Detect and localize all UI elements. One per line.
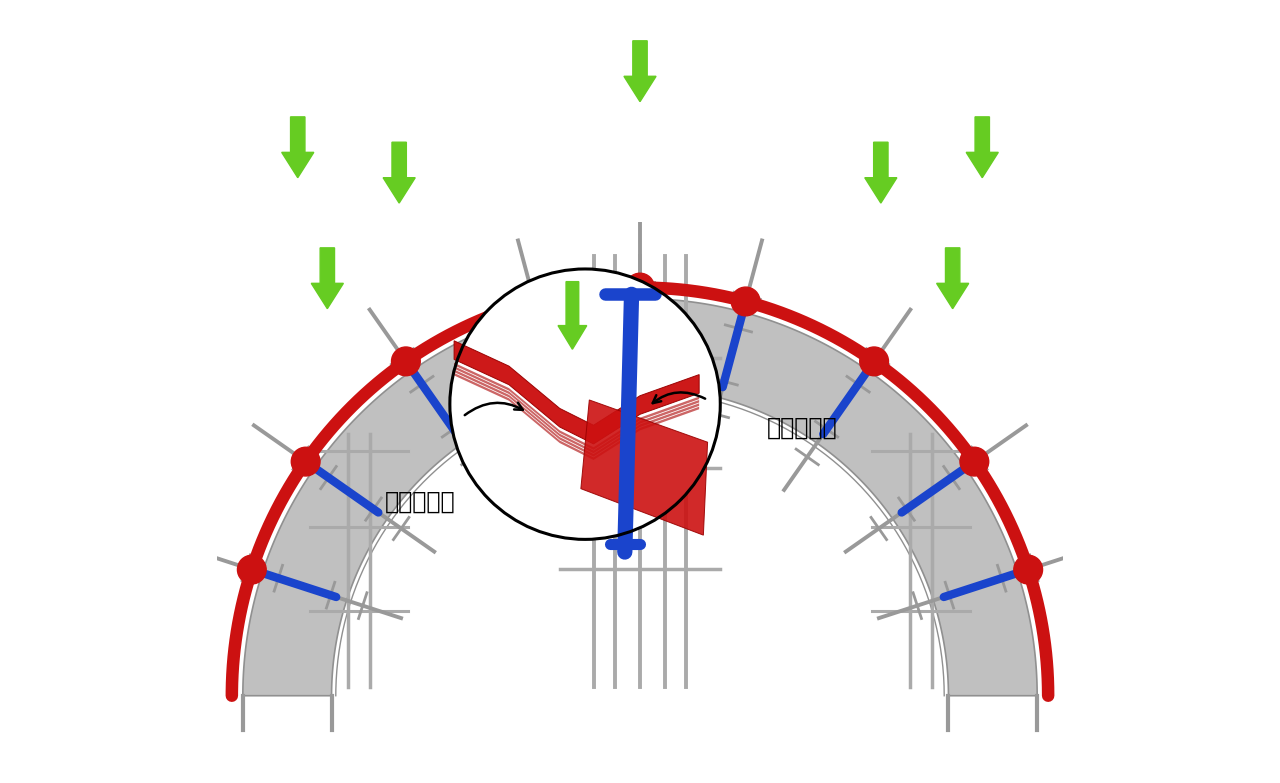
Polygon shape xyxy=(454,363,699,449)
Text: 押し下げ部: 押し下げ部 xyxy=(385,489,456,514)
Text: 防水シート: 防水シート xyxy=(767,416,837,440)
Polygon shape xyxy=(454,370,699,456)
Circle shape xyxy=(520,287,549,316)
Circle shape xyxy=(960,447,988,476)
Polygon shape xyxy=(454,341,699,444)
Circle shape xyxy=(626,273,654,302)
Circle shape xyxy=(860,347,888,376)
Polygon shape xyxy=(454,373,699,460)
Polygon shape xyxy=(243,298,1037,696)
FancyArrow shape xyxy=(558,282,586,349)
Circle shape xyxy=(1014,555,1042,584)
Circle shape xyxy=(238,555,266,584)
Polygon shape xyxy=(454,366,699,453)
Circle shape xyxy=(292,447,320,476)
FancyArrow shape xyxy=(865,143,897,203)
FancyArrow shape xyxy=(966,117,998,178)
FancyArrowPatch shape xyxy=(653,392,705,403)
FancyArrow shape xyxy=(282,117,314,178)
Polygon shape xyxy=(581,400,708,535)
FancyArrow shape xyxy=(311,248,343,309)
FancyArrow shape xyxy=(623,41,657,102)
Circle shape xyxy=(392,347,420,376)
FancyArrowPatch shape xyxy=(465,402,522,415)
Circle shape xyxy=(731,287,760,316)
Circle shape xyxy=(449,269,721,539)
FancyArrow shape xyxy=(383,143,415,203)
FancyArrow shape xyxy=(937,248,969,309)
